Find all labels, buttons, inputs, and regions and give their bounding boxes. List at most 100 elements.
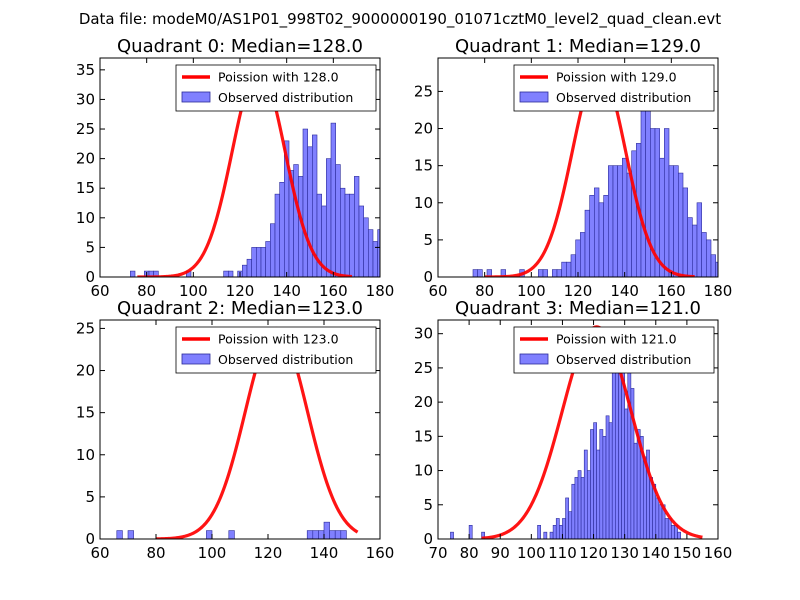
- histogram-bar: [710, 254, 716, 277]
- histogram-bar: [552, 269, 558, 277]
- histogram-bar: [649, 477, 653, 539]
- histogram-bar: [659, 157, 665, 277]
- histogram-bar: [611, 367, 616, 539]
- legend-curve-label: Poission with 128.0: [218, 70, 339, 85]
- y-tick-label: 25: [76, 120, 95, 138]
- quadrant-3-panel: Quadrant 3: Median=121.070 80 90 100 110 120 1…: [414, 298, 732, 562]
- histogram-bar: [464, 463, 470, 539]
- histogram-bar: [701, 232, 707, 277]
- x-tick-label: 180: [704, 282, 733, 300]
- y-tick-label: 20: [414, 120, 433, 138]
- histogram-bar: [580, 477, 585, 539]
- x-tick-label: 100: [517, 282, 546, 300]
- histogram-bar: [335, 164, 341, 277]
- histogram-bar: [612, 165, 618, 277]
- histogram-bar: [608, 422, 613, 539]
- histogram-bar: [318, 530, 325, 539]
- histogram-bar: [468, 525, 473, 539]
- histogram-bar: [274, 193, 280, 277]
- quadrant-1-legend: Poission with 129.0 Observed distribution: [513, 64, 715, 112]
- quadrant-1-title: Quadrant 1: Median=129.0: [455, 36, 701, 57]
- histogram-bar: [447, 480, 453, 539]
- histogram-bar: [678, 172, 684, 277]
- x-tick-label: 140: [641, 544, 670, 562]
- histogram-bar: [584, 209, 590, 277]
- histogram-bar: [368, 229, 374, 277]
- x-tick-label: 160: [366, 544, 395, 562]
- histogram-bar: [552, 525, 557, 539]
- quadrant-3-plot-area: [450, 325, 718, 539]
- y-tick-label: 20: [414, 393, 433, 411]
- histogram-bar: [443, 271, 448, 277]
- x-tick-label: 110: [548, 544, 577, 562]
- y-tick-label: 20: [76, 150, 95, 168]
- histogram-bar: [265, 241, 271, 277]
- y-tick-label: 25: [76, 319, 95, 337]
- y-tick-label: 10: [414, 194, 433, 212]
- histogram-bar: [503, 354, 509, 539]
- x-tick-label: 80: [475, 282, 494, 300]
- histogram-bar: [570, 254, 576, 277]
- histogram-bar: [627, 360, 632, 539]
- histogram-bar: [477, 269, 483, 277]
- histogram-bar: [498, 379, 504, 539]
- histogram-bar: [340, 187, 346, 277]
- histogram-bar: [556, 269, 562, 277]
- x-tick-label: 180: [366, 282, 395, 300]
- histogram-bar: [509, 337, 515, 539]
- histogram-bar: [655, 497, 660, 539]
- histogram-bar: [228, 530, 235, 539]
- histogram-bar: [617, 165, 623, 277]
- x-tick-label: 150: [673, 544, 702, 562]
- histogram-bar: [594, 187, 600, 277]
- quadrant-0-title: Quadrant 0: Median=128.0: [117, 36, 363, 57]
- histogram-bar: [329, 530, 336, 539]
- histogram-bar: [363, 217, 369, 277]
- histogram-bar: [382, 241, 387, 277]
- y-tick-label: 5: [423, 496, 433, 514]
- histogram-bar: [598, 202, 604, 277]
- histogram-bar: [514, 354, 520, 539]
- y-tick-label: 15: [76, 404, 95, 422]
- histogram-bar: [116, 530, 123, 539]
- x-tick-label: 80: [137, 282, 156, 300]
- y-tick-label: 5: [423, 231, 433, 249]
- histogram-bar: [349, 193, 355, 277]
- histogram-bar: [358, 205, 364, 277]
- histogram-bar: [542, 269, 548, 277]
- histogram-bar: [450, 531, 454, 539]
- y-tick-label: 10: [76, 446, 95, 464]
- histogram-bar: [153, 270, 159, 277]
- x-tick-label: 60: [428, 282, 447, 300]
- x-tick-label: 120: [226, 282, 255, 300]
- y-tick-label: 15: [414, 427, 433, 445]
- y-tick-label: 20: [76, 362, 95, 380]
- histogram-bar: [246, 258, 252, 277]
- histogram-bar: [396, 265, 401, 277]
- quadrant-0-plot-area: [130, 67, 448, 277]
- histogram-bar: [608, 165, 614, 277]
- x-tick-label: 120: [254, 544, 283, 562]
- histogram-bar: [260, 247, 266, 277]
- histogram-bar: [293, 164, 299, 277]
- x-tick-label: 60: [90, 282, 109, 300]
- histogram-bar: [706, 239, 712, 277]
- histogram-bar: [633, 442, 638, 539]
- histogram-bar: [622, 157, 628, 277]
- legend-bar-swatch: [181, 91, 211, 103]
- histogram-bar: [481, 438, 487, 539]
- y-tick-label: 5: [85, 238, 95, 256]
- histogram-bar: [603, 195, 609, 277]
- histogram-bar: [392, 253, 397, 277]
- legend-box: [175, 64, 377, 112]
- histogram-bar: [624, 408, 629, 539]
- legend-curve-label: Poission with 121.0: [556, 332, 677, 347]
- histogram-bar: [486, 413, 492, 539]
- legend-bar-swatch: [519, 353, 549, 365]
- histogram-bar: [589, 195, 595, 277]
- histogram-bar: [340, 530, 347, 539]
- legend-bar-swatch: [519, 91, 549, 103]
- histogram-bar: [643, 456, 647, 539]
- histogram-bar: [580, 232, 586, 277]
- x-tick-label: 70: [428, 544, 447, 562]
